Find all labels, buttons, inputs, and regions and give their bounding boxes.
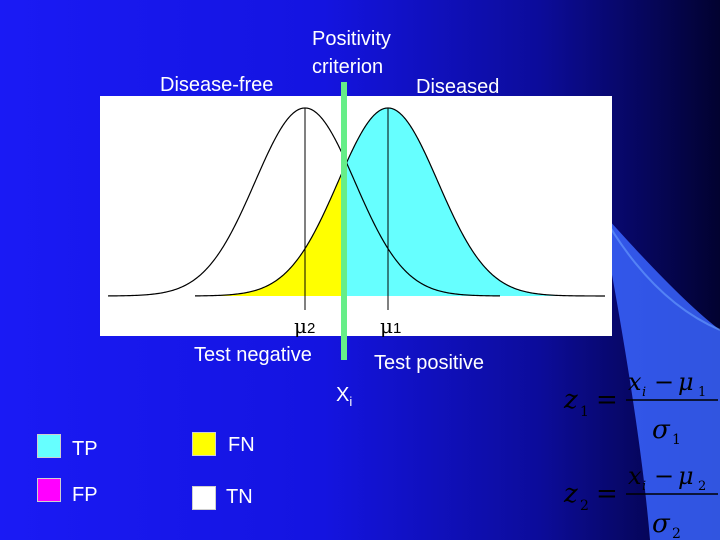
- svg-text:z: z: [563, 385, 578, 415]
- svg-text:μ: μ: [678, 462, 694, 490]
- svg-text:2: 2: [672, 526, 681, 540]
- legend-fp-label: FP: [72, 484, 98, 506]
- svg-text:1: 1: [580, 404, 589, 420]
- legend-tp-swatch: [37, 434, 61, 458]
- svg-text:i: i: [642, 479, 646, 494]
- svg-text:x: x: [628, 368, 642, 396]
- disease-free-curve: [107, 107, 501, 297]
- svg-text:−: −: [654, 462, 674, 490]
- svg-text:μ: μ: [678, 368, 694, 396]
- svg-text:i: i: [642, 385, 646, 400]
- z-score-formulas: z 1 = x i − μ 1 σ 1 z 2 = x i − μ 2 σ 2: [563, 368, 718, 540]
- positivity-criterion-line: [341, 82, 347, 360]
- legend-fn-label: FN: [228, 434, 255, 456]
- legend-tn-label: TN: [226, 486, 253, 508]
- tp-area: [344, 108, 605, 296]
- test-negative-label: Test negative: [194, 344, 312, 366]
- svg-text:1: 1: [672, 432, 681, 448]
- xi-label: Xi: [336, 384, 353, 409]
- diseased-curve: [194, 107, 605, 297]
- legend-tp-label: TP: [72, 438, 98, 460]
- diseased-label: Diseased: [416, 76, 500, 98]
- distribution-plot: [100, 96, 612, 336]
- svg-text:=: =: [596, 479, 618, 509]
- criterion-label-line1: Positivity: [312, 28, 391, 50]
- criterion-label-line2: criterion: [312, 56, 384, 78]
- svg-text:=: =: [596, 385, 618, 415]
- svg-text:−: −: [654, 368, 674, 396]
- legend-fn-swatch: [192, 432, 216, 456]
- svg-text:2: 2: [698, 479, 706, 494]
- svg-text:x: x: [628, 462, 642, 490]
- legend-tn-swatch: [192, 486, 216, 510]
- fn-area: [195, 168, 344, 296]
- svg-text:z: z: [563, 479, 578, 509]
- svg-text:2: 2: [580, 498, 589, 514]
- legend-fp-swatch: [37, 478, 61, 502]
- test-positive-label: Test positive: [374, 352, 485, 374]
- svg-text:σ: σ: [652, 415, 671, 445]
- disease-free-label: Disease-free: [160, 74, 274, 96]
- mu1-label: μ1: [380, 314, 402, 338]
- svg-text:1: 1: [698, 385, 706, 400]
- mu2-label: μ2: [294, 314, 316, 338]
- svg-text:σ: σ: [652, 509, 671, 539]
